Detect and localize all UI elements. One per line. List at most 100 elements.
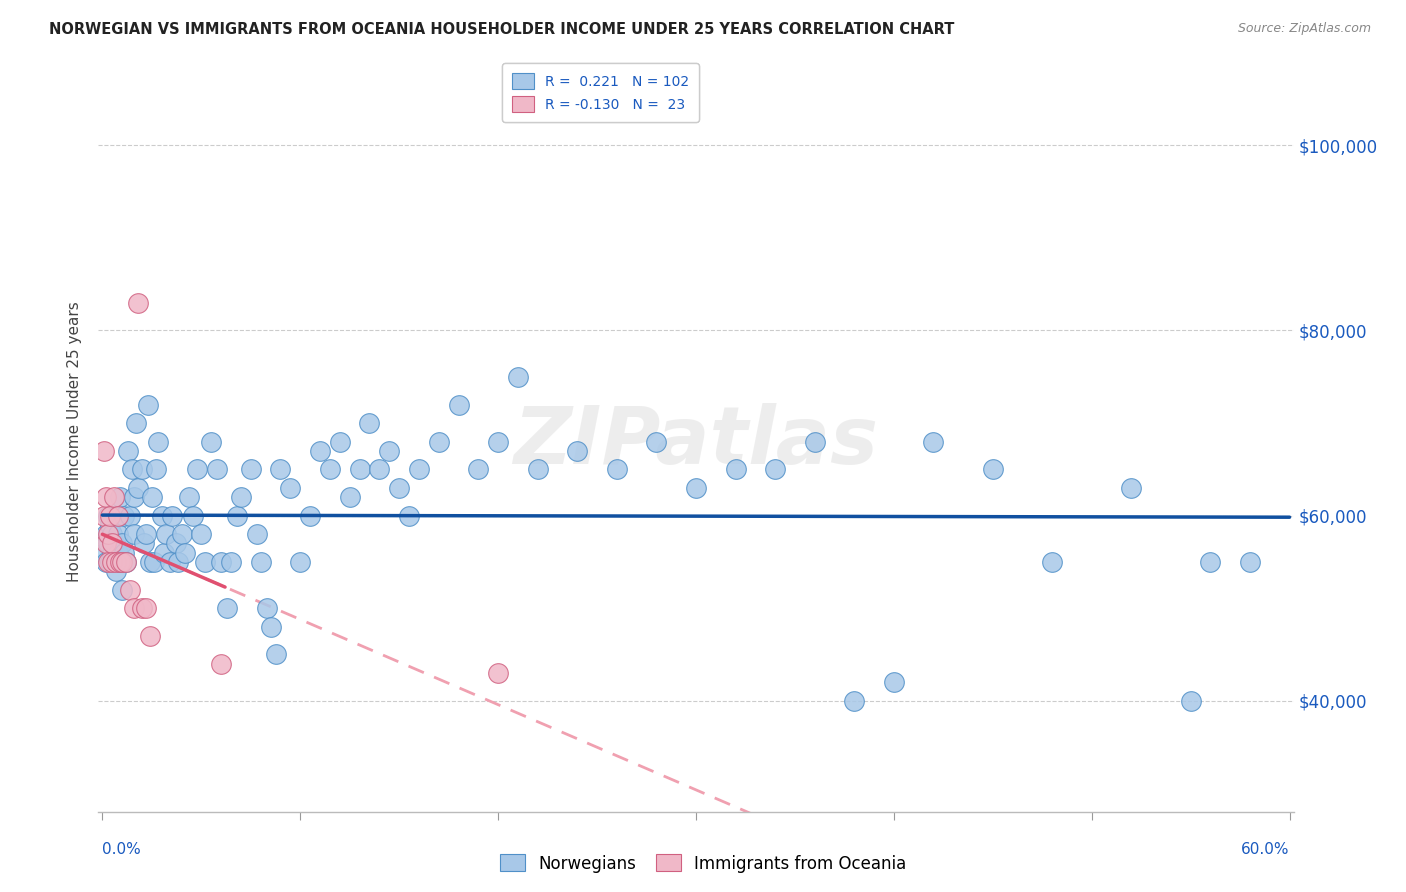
Point [249, 555, 271, 569]
Point [97, 536, 120, 550]
Point [111, 555, 134, 569]
Point [299, 508, 322, 523]
Point [108, 555, 131, 569]
Point [922, 434, 945, 449]
Point [105, 555, 128, 569]
Point [101, 555, 124, 569]
Point [93, 443, 115, 458]
Point [150, 508, 173, 523]
Point [103, 490, 125, 504]
Point [96, 490, 118, 504]
Point [388, 481, 411, 495]
Point [685, 481, 707, 495]
Point [132, 536, 155, 550]
Point [368, 462, 391, 476]
Point [319, 462, 342, 476]
Point [229, 490, 252, 504]
Point [266, 648, 288, 662]
Point [93, 508, 115, 523]
Point [209, 657, 232, 671]
Point [101, 545, 124, 560]
Point [112, 545, 135, 560]
Point [146, 434, 169, 449]
Legend: R =  0.221   N = 102, R = -0.130   N =  23: R = 0.221 N = 102, R = -0.130 N = 23 [502, 63, 699, 122]
Point [190, 527, 212, 541]
Point [127, 295, 149, 310]
Point [97, 508, 120, 523]
Point [259, 620, 281, 634]
Point [724, 462, 747, 476]
Point [98, 517, 121, 532]
Point [179, 490, 201, 504]
Point [107, 545, 129, 560]
Point [981, 462, 1004, 476]
Text: 60.0%: 60.0% [1241, 842, 1289, 857]
Point [121, 462, 143, 476]
Point [467, 462, 489, 476]
Point [1199, 555, 1222, 569]
Point [96, 536, 118, 550]
Point [359, 416, 381, 430]
Point [142, 555, 165, 569]
Point [122, 490, 145, 504]
Point [136, 398, 159, 412]
Point [398, 508, 420, 523]
Point [152, 545, 174, 560]
Point [139, 555, 162, 569]
Point [97, 555, 120, 569]
Point [122, 601, 145, 615]
Point [117, 443, 139, 458]
Point [339, 490, 361, 504]
Point [170, 527, 193, 541]
Text: NORWEGIAN VS IMMIGRANTS FROM OCEANIA HOUSEHOLDER INCOME UNDER 25 YEARS CORRELATI: NORWEGIAN VS IMMIGRANTS FROM OCEANIA HOU… [49, 22, 955, 37]
Point [135, 601, 157, 615]
Point [205, 462, 228, 476]
Point [101, 527, 124, 541]
Point [256, 601, 278, 615]
Point [108, 490, 131, 504]
Y-axis label: Householder Income Under 25 years: Householder Income Under 25 years [67, 301, 83, 582]
Text: Source: ZipAtlas.com: Source: ZipAtlas.com [1237, 22, 1371, 36]
Point [120, 508, 142, 523]
Point [139, 629, 162, 643]
Point [97, 527, 120, 541]
Point [105, 508, 128, 523]
Point [165, 536, 187, 550]
Text: 0.0%: 0.0% [103, 842, 141, 857]
Point [763, 462, 786, 476]
Point [290, 555, 312, 569]
Point [803, 434, 825, 449]
Point [98, 508, 121, 523]
Point [209, 555, 232, 569]
Point [159, 555, 181, 569]
Point [174, 545, 197, 560]
Point [160, 508, 183, 523]
Point [200, 434, 222, 449]
Point [246, 527, 269, 541]
Point [606, 462, 628, 476]
Point [108, 555, 131, 569]
Point [107, 508, 129, 523]
Point [1040, 555, 1063, 569]
Point [183, 508, 205, 523]
Point [844, 694, 866, 708]
Point [329, 434, 352, 449]
Point [883, 675, 905, 690]
Point [120, 582, 142, 597]
Point [122, 527, 145, 541]
Point [506, 369, 529, 384]
Point [427, 434, 450, 449]
Point [131, 462, 153, 476]
Point [96, 555, 118, 569]
Point [219, 555, 242, 569]
Point [145, 462, 167, 476]
Point [280, 481, 302, 495]
Point [194, 555, 217, 569]
Point [645, 434, 668, 449]
Point [378, 443, 401, 458]
Point [215, 601, 238, 615]
Point [186, 462, 208, 476]
Legend: Norwegians, Immigrants from Oceania: Norwegians, Immigrants from Oceania [494, 847, 912, 880]
Point [155, 527, 177, 541]
Point [127, 481, 149, 495]
